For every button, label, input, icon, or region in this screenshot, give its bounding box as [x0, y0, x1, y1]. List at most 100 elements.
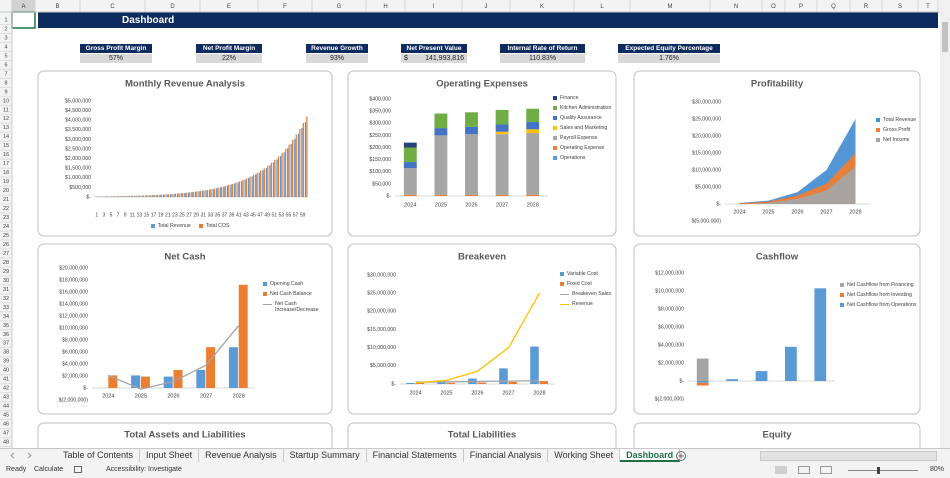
- y-tick-label: $6,000,000: [62, 349, 88, 355]
- bar: [164, 194, 166, 197]
- bar: [228, 347, 238, 388]
- zoom-level[interactable]: 80%: [930, 466, 945, 473]
- bar: [263, 168, 265, 197]
- zoom-slider[interactable]: [848, 470, 918, 471]
- sheet-tab[interactable]: Input Sheet: [140, 449, 200, 462]
- bar: [206, 189, 209, 197]
- normal-view-button[interactable]: [775, 466, 787, 474]
- new-sheet-circle[interactable]: [676, 451, 686, 461]
- prev-sheet-arrow[interactable]: [10, 452, 15, 459]
- legend: Variable Cost Fixed Cost Breakeven Sales Re…: [560, 271, 616, 307]
- bar: [297, 133, 300, 197]
- row-header: 44: [3, 404, 9, 410]
- legend-swatch: [840, 303, 844, 307]
- bar: [162, 194, 165, 197]
- y-tick-label: $50,000: [372, 181, 391, 187]
- legend: Total Revenue Total COS: [100, 223, 280, 229]
- accessibility-status[interactable]: Accessibility: Investigate: [106, 466, 182, 473]
- sheet-tab[interactable]: Table of Contents: [57, 449, 141, 462]
- zoom-thumb[interactable]: [877, 467, 880, 474]
- tab-navigation[interactable]: [0, 449, 50, 462]
- kpi-value-box: 110.83%: [500, 54, 585, 63]
- y-tick-label: $18,000,000: [59, 277, 88, 283]
- bar: [153, 195, 155, 197]
- legend-swatch: [263, 282, 267, 286]
- sheet-tab[interactable]: Dashboard: [620, 449, 681, 462]
- bar: [199, 190, 202, 197]
- bar: [292, 139, 294, 197]
- legend-label: Quality Assurance: [560, 115, 602, 121]
- bar: [113, 196, 115, 197]
- legend-swatch: [553, 136, 557, 140]
- active-cell[interactable]: [11, 11, 36, 29]
- next-sheet-arrow[interactable]: [27, 452, 32, 459]
- bar: [252, 174, 255, 197]
- bar-segment: [495, 131, 509, 135]
- scroll-thumb[interactable]: [942, 22, 948, 52]
- row-header: 3: [4, 35, 7, 41]
- status-calculate[interactable]: Calculate: [34, 466, 64, 473]
- bar: [103, 196, 106, 197]
- legend-item: Payroll Expense: [553, 135, 616, 141]
- column-header: O: [771, 4, 776, 10]
- macro-icon[interactable]: [74, 466, 82, 473]
- bar: [233, 183, 236, 197]
- legend-label: Net Cashflow from Investing: [847, 292, 912, 298]
- sheet-tab[interactable]: Working Sheet: [548, 449, 621, 462]
- y-tick-label: $15,000,000: [692, 150, 721, 156]
- bar: [208, 189, 211, 197]
- vertical-scrollbar[interactable]: [940, 0, 950, 448]
- sheet-tab[interactable]: Revenue Analysis: [199, 449, 284, 462]
- y-tick-label: $-: [86, 194, 91, 200]
- legend-swatch: [560, 282, 564, 286]
- bar: [279, 155, 282, 197]
- y-tick-label: $1,000,000: [65, 175, 91, 181]
- sheet-tab-bar: Table of Contents Input Sheet Revenue Anal…: [0, 448, 950, 462]
- row-header: 23: [3, 215, 9, 221]
- new-sheet-button[interactable]: [675, 450, 687, 462]
- y-tick-label: $10,000,000: [59, 325, 88, 331]
- legend-item: Operating Expense: [553, 145, 616, 151]
- bar-segment: [403, 194, 417, 196]
- kpi-label: Net Present Value: [401, 44, 467, 53]
- sheet-tab[interactable]: Financial Statements: [367, 449, 464, 462]
- kpi-label: Expected Equity Percentage: [618, 44, 720, 53]
- bar: [217, 187, 219, 197]
- bar: [187, 192, 189, 197]
- bar: [205, 190, 207, 197]
- bar: [255, 174, 257, 197]
- horizontal-scrollbar[interactable]: [760, 451, 937, 461]
- bar: [120, 196, 122, 197]
- row-header: 48: [3, 440, 9, 446]
- bar-segment: [526, 108, 540, 123]
- page-layout-button[interactable]: [798, 466, 810, 474]
- bar: [210, 189, 212, 197]
- bar: [191, 192, 193, 197]
- bar: [166, 194, 168, 197]
- new-sheet-plus[interactable]: [678, 453, 684, 459]
- bar: [230, 184, 232, 197]
- legend-item: Net Cash Increase/Decrease: [263, 301, 329, 313]
- y-tick-label: $15,000,000: [367, 327, 396, 333]
- row-header: 29: [3, 269, 9, 275]
- bar: [141, 195, 143, 197]
- bar: [269, 165, 271, 197]
- legend: Total Revenue Gross Profit Net Income: [876, 117, 920, 143]
- legend-swatch: [560, 303, 569, 305]
- row-header: 7: [4, 71, 7, 77]
- kpi-value-box: 1.76%: [618, 54, 720, 63]
- y-tick-label: $4,500,000: [65, 108, 91, 114]
- sheet-tab[interactable]: Startup Summary: [284, 449, 367, 462]
- legend-swatch: [876, 128, 880, 132]
- x-tick-label: 17: [151, 212, 157, 218]
- bar-segment: [755, 371, 768, 381]
- legend-swatch: [560, 293, 569, 295]
- legend-swatch: [553, 146, 557, 150]
- row-header: 30: [3, 278, 9, 284]
- x-tick-label: 35: [215, 212, 221, 218]
- page-break-button[interactable]: [820, 466, 832, 474]
- column-header: A: [21, 4, 25, 10]
- column-header: P: [799, 4, 803, 10]
- bar: [206, 347, 216, 388]
- sheet-tab[interactable]: Financial Analysis: [464, 449, 549, 462]
